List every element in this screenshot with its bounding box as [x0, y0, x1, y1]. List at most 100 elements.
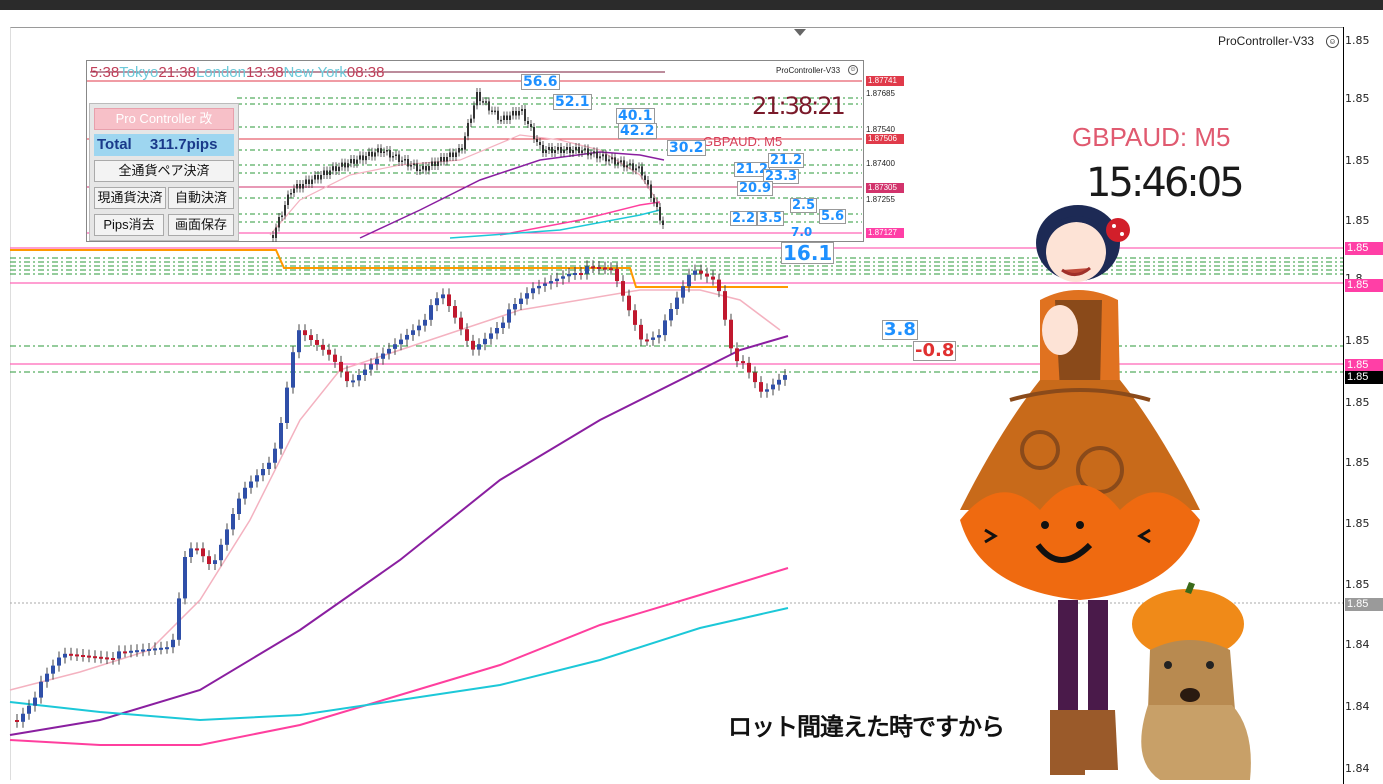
inset-candle-body	[425, 166, 427, 171]
candle-body	[297, 330, 301, 353]
inset-candle-body	[539, 142, 541, 145]
inset-candle-body	[341, 162, 343, 167]
candle-body	[729, 319, 733, 349]
candle-body	[585, 266, 589, 274]
candle-body	[51, 665, 55, 674]
dog-body	[1141, 705, 1251, 780]
candle-body	[405, 334, 409, 340]
candle-body	[81, 655, 85, 657]
inset-candle-body	[296, 184, 298, 189]
inset-candle-body	[326, 170, 328, 175]
inset-candle-body	[590, 153, 592, 156]
pips-box: 3.5	[757, 211, 785, 226]
candle-body	[471, 340, 475, 350]
inset-candle-body	[284, 205, 286, 216]
panel-title: Pro Controller 改	[94, 108, 234, 130]
clear-pips-button[interactable]: Pips消去	[94, 214, 164, 236]
session-label: 5:38	[90, 64, 120, 81]
inset-candle-body	[320, 175, 322, 180]
candle-body	[501, 322, 505, 328]
candle-body	[39, 681, 43, 698]
inset-candle-body	[434, 161, 436, 166]
inset-candle-body	[485, 101, 487, 103]
inset-candle-body	[614, 157, 616, 165]
candle-body	[63, 653, 67, 658]
candle-body	[597, 267, 601, 269]
inset-candle-body	[527, 121, 529, 124]
candle-body	[507, 309, 511, 323]
inset-ea-name: ProController-V33	[776, 66, 841, 75]
inset-candle-body	[563, 150, 565, 153]
inset-candle-body	[431, 161, 433, 166]
candle-body	[675, 297, 679, 309]
candle-body	[681, 286, 685, 298]
candle-body	[381, 353, 385, 359]
inset-candle-body	[302, 184, 304, 189]
inset-candle-body	[611, 157, 613, 160]
candle-body	[723, 291, 727, 320]
candle-body	[579, 273, 583, 275]
inset-candle-body	[620, 160, 622, 163]
candle-body	[561, 276, 565, 279]
inset-price-tag: 1.87305	[866, 183, 904, 193]
candle-body	[687, 274, 691, 287]
candle-body	[651, 337, 655, 340]
inset-candle-body	[473, 105, 475, 119]
inset-candle-body	[476, 92, 478, 106]
inset-candle-body	[449, 152, 451, 157]
candle-body	[447, 294, 451, 307]
inset-candle-body	[347, 163, 349, 168]
candle-body	[513, 304, 517, 310]
inset-candle-body	[608, 159, 610, 162]
inset-candle-body	[389, 150, 391, 158]
inset-candle-body	[440, 157, 442, 162]
pips-box: 2.5	[790, 198, 818, 213]
chart-shift-marker[interactable]	[794, 29, 806, 36]
candle-body	[453, 306, 457, 318]
pips-box: 30.2	[667, 140, 706, 156]
auto-close-button[interactable]: 自動決済	[168, 187, 234, 209]
inset-candle-body	[557, 147, 559, 150]
inset-candle-body	[491, 110, 493, 112]
inset-candle-body	[488, 101, 490, 111]
inset-candle-body	[566, 147, 568, 150]
inset-candle-body	[413, 163, 415, 165]
ma-fast-line	[9, 289, 781, 691]
inset-candle-body	[329, 170, 331, 175]
candle-body	[21, 713, 25, 722]
close-all-pairs-button[interactable]: 全通貨ペア決済	[94, 160, 234, 182]
candle-body	[141, 649, 145, 652]
close-current-pair-button[interactable]: 現通貨決済	[94, 187, 166, 209]
candle-body	[567, 273, 571, 277]
inset-candle-body	[443, 157, 445, 162]
candle-body	[165, 647, 169, 650]
avatar-boot	[1085, 710, 1118, 770]
candle-body	[99, 656, 103, 659]
inset-candle-body	[380, 148, 382, 153]
inset-candle-body	[503, 115, 505, 120]
pips-box: 21.2	[768, 153, 805, 168]
avatar-ribbon	[1106, 218, 1130, 242]
inset-candle-body	[635, 168, 637, 171]
candle-body	[549, 281, 553, 284]
pips-box: 42.2	[618, 123, 657, 139]
window-top-bar	[0, 0, 1383, 10]
candle-body	[315, 340, 319, 345]
inset-price-label: 1.87400	[866, 159, 895, 168]
candle-body	[321, 344, 325, 350]
inset-candle-body	[278, 217, 280, 228]
candle-body	[369, 364, 373, 370]
inset-price-label: 1.87685	[866, 89, 895, 98]
save-screen-button[interactable]: 画面保存	[168, 214, 234, 236]
inset-candle-body	[605, 154, 607, 162]
candle-body	[615, 268, 619, 282]
candle-body	[135, 650, 139, 653]
candle-body	[459, 317, 463, 330]
candle-body	[669, 309, 673, 321]
inset-candle-body	[518, 111, 520, 116]
candle-body	[573, 273, 577, 275]
candle-body	[219, 544, 223, 561]
ea-smiley-icon[interactable]: ☺	[1326, 35, 1339, 48]
inset-symbol-label: GBPAUD: M5	[703, 134, 783, 149]
inset-candle-body	[617, 162, 619, 165]
